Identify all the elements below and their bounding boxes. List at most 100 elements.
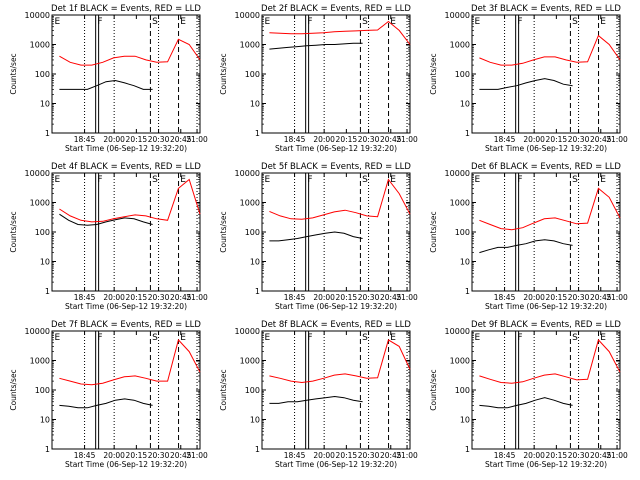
x-tick-label: 18:45	[74, 451, 96, 460]
y-tick-label: 100	[35, 386, 50, 395]
x-tick-label: 20:15	[546, 293, 568, 302]
x-tick-label: 20:30	[358, 451, 380, 460]
marker-letter: E	[180, 17, 186, 27]
marker-letter: S	[572, 175, 578, 185]
marker-letter: E	[390, 17, 396, 27]
x-tick-label: 21:00	[186, 293, 208, 302]
marker-letter: E	[264, 17, 270, 27]
marker-letter: E	[600, 17, 606, 27]
y-tick-label: 10	[250, 258, 260, 267]
y-axis-label: Counts/sec	[429, 53, 438, 94]
x-tick-label: 21:00	[186, 451, 208, 460]
x-tick-label: 20:30	[148, 451, 170, 460]
y-axis-label: Counts/sec	[9, 53, 18, 94]
y-tick-label: 1000	[30, 199, 50, 208]
marker-letter: S	[152, 175, 158, 185]
x-tick-label: 18:45	[74, 293, 96, 302]
events-series-line	[479, 239, 573, 254]
panel-title: Det 1f BLACK = Events, RED = LLD	[51, 4, 201, 14]
x-tick-label: 20:30	[358, 135, 380, 144]
x-tick-label: 20:15	[126, 293, 148, 302]
events-series-line	[59, 398, 153, 409]
x-tick-label: 21:00	[606, 293, 628, 302]
marker-letter: E	[600, 175, 606, 185]
x-tick-label: 20:30	[568, 451, 590, 460]
panel-det-8: Det 8f BLACK = Events, RED = LLD 1 10 100 10…	[219, 320, 418, 469]
x-tick-label: 20:45	[590, 293, 612, 302]
panel-title: Det 4f BLACK = Events, RED = LLD	[51, 162, 201, 172]
y-tick-label: 10	[40, 258, 50, 267]
marker-letter: S	[572, 333, 578, 343]
x-tick-label: 20:00	[523, 293, 545, 302]
y-tick-label: 10000	[445, 169, 470, 178]
y-axis-label: Counts/sec	[9, 369, 18, 410]
x-tick-label: 21:00	[396, 135, 418, 144]
x-tick-label: 20:45	[170, 451, 192, 460]
lld-series-line	[59, 338, 201, 386]
lld-series-line	[269, 178, 411, 220]
x-tick-label: 21:00	[186, 135, 208, 144]
x-tick-label: 20:30	[148, 293, 170, 302]
x-tick-label: 21:00	[396, 293, 418, 302]
marker-letter: S	[362, 175, 368, 185]
x-tick-label: 20:45	[170, 293, 192, 302]
y-tick-label: 1000	[450, 199, 470, 208]
marker-letter: E	[390, 333, 396, 343]
x-axis-label: Start Time (06-Sep-12 19:32:20)	[65, 302, 187, 311]
panel-title: Det 6f BLACK = Events, RED = LLD	[471, 162, 621, 172]
x-tick-label: 18:45	[494, 135, 516, 144]
x-tick-label: 21:00	[606, 135, 628, 144]
panel-det-2: Det 2f BLACK = Events, RED = LLD 1 10 100 10…	[219, 4, 418, 153]
marker-letter: S	[572, 17, 578, 27]
plot-frame	[51, 14, 201, 134]
y-tick-label: 1000	[30, 357, 50, 366]
x-tick-label: 20:00	[103, 135, 125, 144]
y-tick-label: 1	[45, 287, 50, 296]
y-axis-label: Counts/sec	[429, 369, 438, 410]
x-tick-label: 20:45	[380, 451, 402, 460]
plot-frame	[261, 330, 411, 450]
x-tick-label: 18:45	[74, 135, 96, 144]
panel-title: Det 7f BLACK = Events, RED = LLD	[51, 320, 201, 330]
y-tick-label: 10000	[445, 11, 470, 20]
y-tick-label: 10	[40, 416, 50, 425]
x-tick-label: 20:00	[103, 451, 125, 460]
panel-det-5: Det 5f BLACK = Events, RED = LLD 1 10 100 10…	[219, 162, 418, 311]
y-tick-label: 100	[35, 228, 50, 237]
panel-det-7: Det 7f BLACK = Events, RED = LLD 1 10 100 10…	[9, 320, 208, 469]
panel-det-4: Det 4f BLACK = Events, RED = LLD 1 10 100 10…	[9, 162, 208, 311]
marker-letter: F	[307, 17, 312, 27]
plot-frame	[261, 14, 411, 134]
panel-title: Det 8f BLACK = Events, RED = LLD	[261, 320, 411, 330]
y-tick-label: 100	[455, 70, 470, 79]
panel-title: Det 5f BLACK = Events, RED = LLD	[261, 162, 411, 172]
x-axis-label: Start Time (06-Sep-12 19:32:20)	[275, 460, 397, 469]
marker-letter: F	[517, 333, 522, 343]
marker-letter: E	[474, 333, 480, 343]
marker-letter: E	[54, 17, 60, 27]
lld-series-line	[479, 187, 621, 231]
y-tick-label: 100	[245, 386, 260, 395]
marker-letter: S	[152, 17, 158, 27]
events-series-line	[269, 231, 363, 242]
x-tick-label: 20:30	[148, 135, 170, 144]
y-tick-label: 1000	[450, 41, 470, 50]
marker-letter: F	[97, 17, 102, 27]
events-series-line	[59, 79, 153, 90]
events-series-line	[479, 78, 573, 90]
lld-series-line	[59, 38, 201, 66]
y-tick-label: 100	[35, 70, 50, 79]
y-tick-label: 10000	[235, 11, 260, 20]
y-tick-label: 100	[245, 70, 260, 79]
lld-series-line	[479, 338, 621, 384]
marker-letter: F	[517, 175, 522, 185]
y-tick-label: 100	[455, 386, 470, 395]
marker-letter: S	[152, 333, 158, 343]
events-series-line	[479, 397, 573, 409]
x-tick-label: 20:15	[336, 293, 358, 302]
x-tick-label: 20:15	[126, 135, 148, 144]
events-series-line	[269, 395, 363, 404]
x-axis-label: Start Time (06-Sep-12 19:32:20)	[65, 144, 187, 153]
panel-det-6: Det 6f BLACK = Events, RED = LLD 1 10 100 10…	[429, 162, 628, 311]
